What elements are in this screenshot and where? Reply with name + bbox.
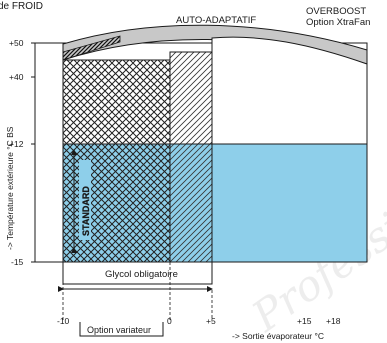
glycol-label: Glycol obligatoire — [105, 269, 178, 280]
overboost-dark-corner — [62, 35, 121, 61]
x-axis: -10 0 +5 +15 +18 — [57, 316, 341, 326]
y-axis: +50 +40 +12 -15 — [9, 38, 35, 267]
cool-zone — [211, 143, 368, 263]
variateur-bracket — [79, 322, 164, 337]
x-tick-label: +5 — [206, 316, 216, 326]
y-tick-label: +40 — [9, 72, 24, 82]
variateur-label: Option variateur — [87, 325, 151, 335]
standard-label: STANDARD — [81, 186, 91, 236]
x-axis-label: -> Sortie évaporateur °C — [232, 331, 324, 341]
auto-zone-lower-hatch — [169, 143, 213, 263]
y-tick-label: -15 — [11, 257, 24, 267]
x-tick-label: -10 — [57, 316, 70, 326]
standard-label-bg — [79, 160, 91, 240]
overboost-label: OVERBOOST — [306, 6, 366, 17]
standard-zone-upper — [62, 59, 171, 145]
x-tick-label: 0 — [167, 316, 172, 326]
open-zone — [211, 36, 368, 145]
y-tick-label: +12 — [9, 139, 24, 149]
y-tick-label: +50 — [9, 38, 24, 48]
x-tick-label: +18 — [326, 316, 341, 326]
header-title: de FROID — [0, 1, 43, 12]
x-tick-label: +15 — [297, 316, 312, 326]
auto-zone-upper — [169, 51, 213, 145]
y-axis-label: -> Température extérieure °C BS — [5, 126, 15, 250]
auto-adaptatif-label: AUTO-ADAPTATIF — [176, 15, 256, 26]
option-xtrafan-label: Option XtraFan — [306, 17, 370, 28]
